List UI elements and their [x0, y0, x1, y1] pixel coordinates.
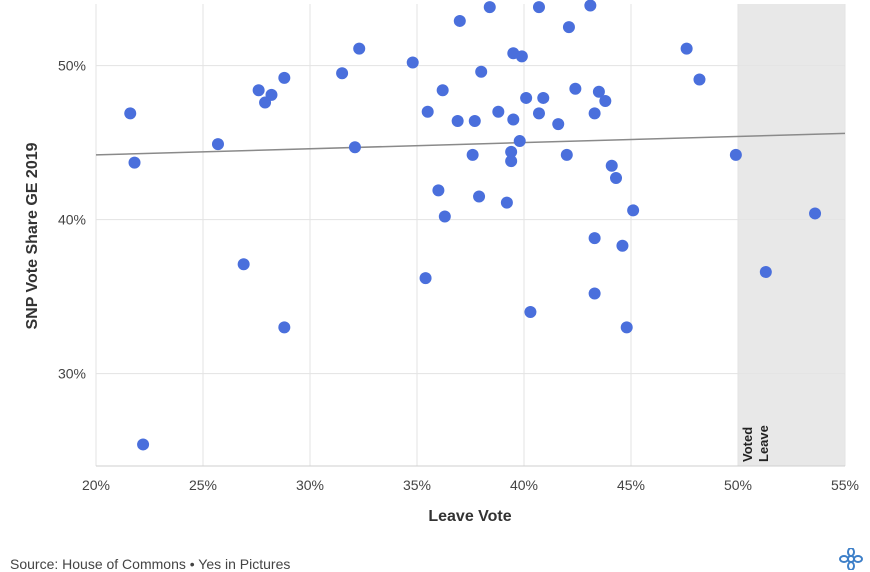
- data-point: [453, 14, 466, 27]
- data-point: [278, 321, 291, 334]
- data-point: [421, 105, 434, 118]
- trend-line: [95, 132, 846, 156]
- y-axis-ticks: 30% 40% 50%: [58, 58, 86, 382]
- data-point: [537, 91, 550, 104]
- data-point: [610, 172, 623, 185]
- data-point: [278, 71, 291, 84]
- y-tick-label: 50%: [58, 58, 86, 74]
- data-point: [759, 265, 772, 278]
- data-point: [588, 107, 601, 120]
- voted-leave-label-line1: Voted: [740, 427, 755, 462]
- x-axis-title: Leave Vote: [428, 508, 511, 525]
- data-point: [124, 107, 137, 120]
- data-point: [473, 190, 486, 203]
- x-tick-label: 20%: [82, 477, 110, 493]
- y-tick-label: 30%: [58, 366, 86, 382]
- x-tick-label: 35%: [403, 477, 431, 493]
- data-points: [124, 0, 822, 451]
- x-tick-label: 45%: [617, 477, 645, 493]
- data-point: [500, 196, 513, 209]
- data-point: [693, 73, 706, 86]
- data-point: [432, 184, 445, 197]
- data-point: [475, 65, 488, 78]
- x-tick-label: 30%: [296, 477, 324, 493]
- data-point: [592, 85, 605, 98]
- x-tick-label: 40%: [510, 477, 538, 493]
- source-text: Source: House of Commons • Yes in Pictur…: [10, 556, 291, 572]
- data-point: [505, 145, 518, 158]
- x-tick-label: 50%: [724, 477, 752, 493]
- trend-line-group: [95, 132, 846, 156]
- data-point: [336, 67, 349, 80]
- data-point: [252, 84, 265, 97]
- data-point: [137, 438, 150, 451]
- x-axis-ticks: 20% 25% 30% 35% 40% 45% 50% 55%: [82, 477, 859, 493]
- data-point: [353, 42, 366, 55]
- data-point: [569, 82, 582, 95]
- data-point: [552, 118, 565, 131]
- data-point: [588, 287, 601, 300]
- data-point: [620, 321, 633, 334]
- data-point: [128, 156, 141, 169]
- x-tick-label: 55%: [831, 477, 859, 493]
- data-point: [520, 91, 533, 104]
- data-point: [584, 0, 597, 12]
- data-point: [627, 204, 640, 217]
- data-point: [680, 42, 693, 55]
- data-point: [588, 232, 601, 245]
- data-point: [532, 107, 545, 120]
- data-point: [729, 148, 742, 161]
- plot-background: [738, 4, 845, 466]
- data-point: [265, 88, 278, 101]
- data-point: [524, 306, 537, 318]
- y-axis-title: SNP Vote Share GE 2019: [24, 142, 41, 329]
- data-point: [505, 155, 518, 168]
- data-point: [348, 141, 361, 154]
- gridlines: [95, 4, 846, 467]
- data-point: [605, 159, 618, 172]
- data-point: [466, 148, 479, 161]
- data-point: [211, 138, 224, 151]
- data-point: [507, 113, 520, 126]
- flower-logo-icon: [839, 548, 863, 570]
- data-point: [419, 272, 432, 285]
- data-point: [515, 50, 528, 63]
- voted-leave-region: [738, 4, 845, 466]
- data-point: [468, 115, 481, 128]
- data-point: [599, 95, 612, 108]
- voted-leave-annotation: Voted Leave: [740, 425, 771, 462]
- data-point: [562, 21, 575, 34]
- voted-leave-label-line2: Leave: [756, 425, 771, 462]
- data-point: [532, 1, 545, 14]
- data-point: [483, 1, 496, 14]
- data-point: [406, 56, 419, 69]
- x-tick-label: 25%: [189, 477, 217, 493]
- data-point: [237, 258, 250, 271]
- y-tick-label: 40%: [58, 212, 86, 228]
- data-point: [451, 115, 464, 128]
- data-point: [616, 239, 629, 252]
- data-point: [809, 207, 822, 220]
- data-point: [513, 135, 526, 148]
- data-point: [438, 210, 451, 223]
- data-point: [492, 105, 505, 118]
- data-point: [436, 84, 449, 97]
- data-point: [560, 148, 573, 161]
